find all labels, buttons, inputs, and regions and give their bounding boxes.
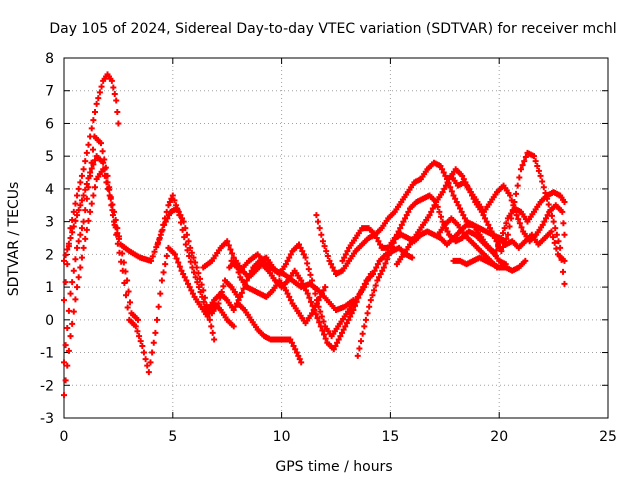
plus-markers xyxy=(448,172,568,245)
series-trace-17 xyxy=(450,254,529,274)
x-tick-label: 10 xyxy=(273,429,291,445)
y-tick-label: -3 xyxy=(40,411,54,427)
x-tick-label: 25 xyxy=(599,429,617,445)
grid-lines xyxy=(64,58,608,418)
plus-markers xyxy=(450,254,529,274)
y-tick-label: 5 xyxy=(45,149,54,165)
x-tick-labels: 0 5 10 15 20 25 xyxy=(60,429,617,445)
series-trace-11 xyxy=(313,159,568,277)
series-trace-10 xyxy=(228,251,357,313)
y-tick-label: 0 xyxy=(45,313,54,329)
x-tick-label: 0 xyxy=(60,429,69,445)
plus-markers xyxy=(313,159,568,277)
plus-markers xyxy=(154,205,218,343)
y-tick-label: 8 xyxy=(45,51,54,67)
plus-markers xyxy=(228,251,357,313)
series-trace-13 xyxy=(354,189,568,359)
plus-markers xyxy=(61,71,122,304)
y-tick-label: 1 xyxy=(45,280,54,296)
series-trace-15 xyxy=(448,172,568,245)
series-trace-9 xyxy=(235,300,305,366)
y-tick-label: 2 xyxy=(45,247,54,263)
series-trace-3 xyxy=(61,71,122,304)
x-axis-label: GPS time / hours xyxy=(275,459,392,475)
x-tick-label: 5 xyxy=(168,429,177,445)
y-tick-label: -2 xyxy=(40,378,54,394)
axis-ticks xyxy=(63,57,609,419)
y-tick-label: 6 xyxy=(45,116,54,132)
y-tick-label: 4 xyxy=(45,182,54,198)
y-tick-label: 3 xyxy=(45,215,54,231)
y-tick-labels: -3 -2 -1 0 1 2 3 4 5 6 7 8 xyxy=(40,51,54,427)
x-tick-label: 15 xyxy=(381,429,399,445)
x-tick-label: 20 xyxy=(490,429,508,445)
plus-markers xyxy=(235,300,305,366)
y-axis-label: SDTVAR / TECUs xyxy=(6,182,22,297)
series-trace-5 xyxy=(154,205,218,343)
plus-markers xyxy=(354,189,568,359)
y-tick-label: -1 xyxy=(40,346,54,362)
plot-frame xyxy=(63,57,609,419)
chart-title: Day 105 of 2024, Sidereal Day-to-day VTE… xyxy=(49,21,616,37)
y-tick-label: 7 xyxy=(45,84,54,100)
data-marks xyxy=(61,71,568,399)
